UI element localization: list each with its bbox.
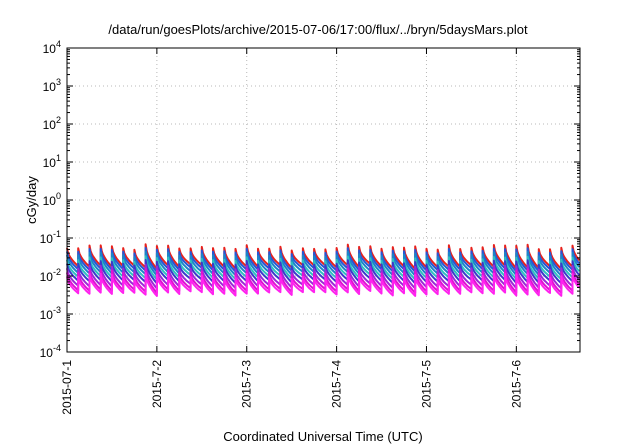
- y-tick-label: 10-2: [40, 267, 61, 284]
- y-tick-label: 10-1: [40, 229, 61, 246]
- y-tick-label: 104: [43, 39, 61, 56]
- y-tick-label: 100: [43, 191, 61, 208]
- y-tick-label: 10-4: [40, 343, 61, 360]
- x-tick-label: 2015-7-4: [330, 360, 344, 408]
- series-layer: [66, 243, 581, 297]
- grid: [67, 48, 580, 352]
- series-line-7: [66, 271, 581, 297]
- x-tick-label: 2015-7-3: [240, 360, 254, 408]
- x-tick-label: 2015-7-6: [509, 360, 523, 408]
- x-axis: 2015-07-1 2015-7-2 2015-7-3 2015-7-4 2015-7-…: [60, 48, 523, 415]
- chart-title: /data/run/goesPlots/archive/2015-07-06/1…: [108, 22, 528, 37]
- y-tick-label: 101: [43, 153, 61, 170]
- x-tick-label: 2015-7-2: [150, 360, 164, 408]
- y-axis-label: cGy/day: [24, 176, 39, 224]
- x-tick-label: 2015-07-1: [60, 360, 74, 415]
- x-axis-label: Coordinated Universal Time (UTC): [223, 429, 422, 444]
- y-tick-label: 102: [43, 115, 61, 132]
- x-tick-label: 2015-7-5: [419, 360, 433, 408]
- y-tick-label: 103: [43, 77, 61, 94]
- y-axis: 10-4 10-3 10-2 10-1 100 101 102 103 104: [40, 39, 580, 360]
- y-tick-label: 10-3: [40, 305, 61, 322]
